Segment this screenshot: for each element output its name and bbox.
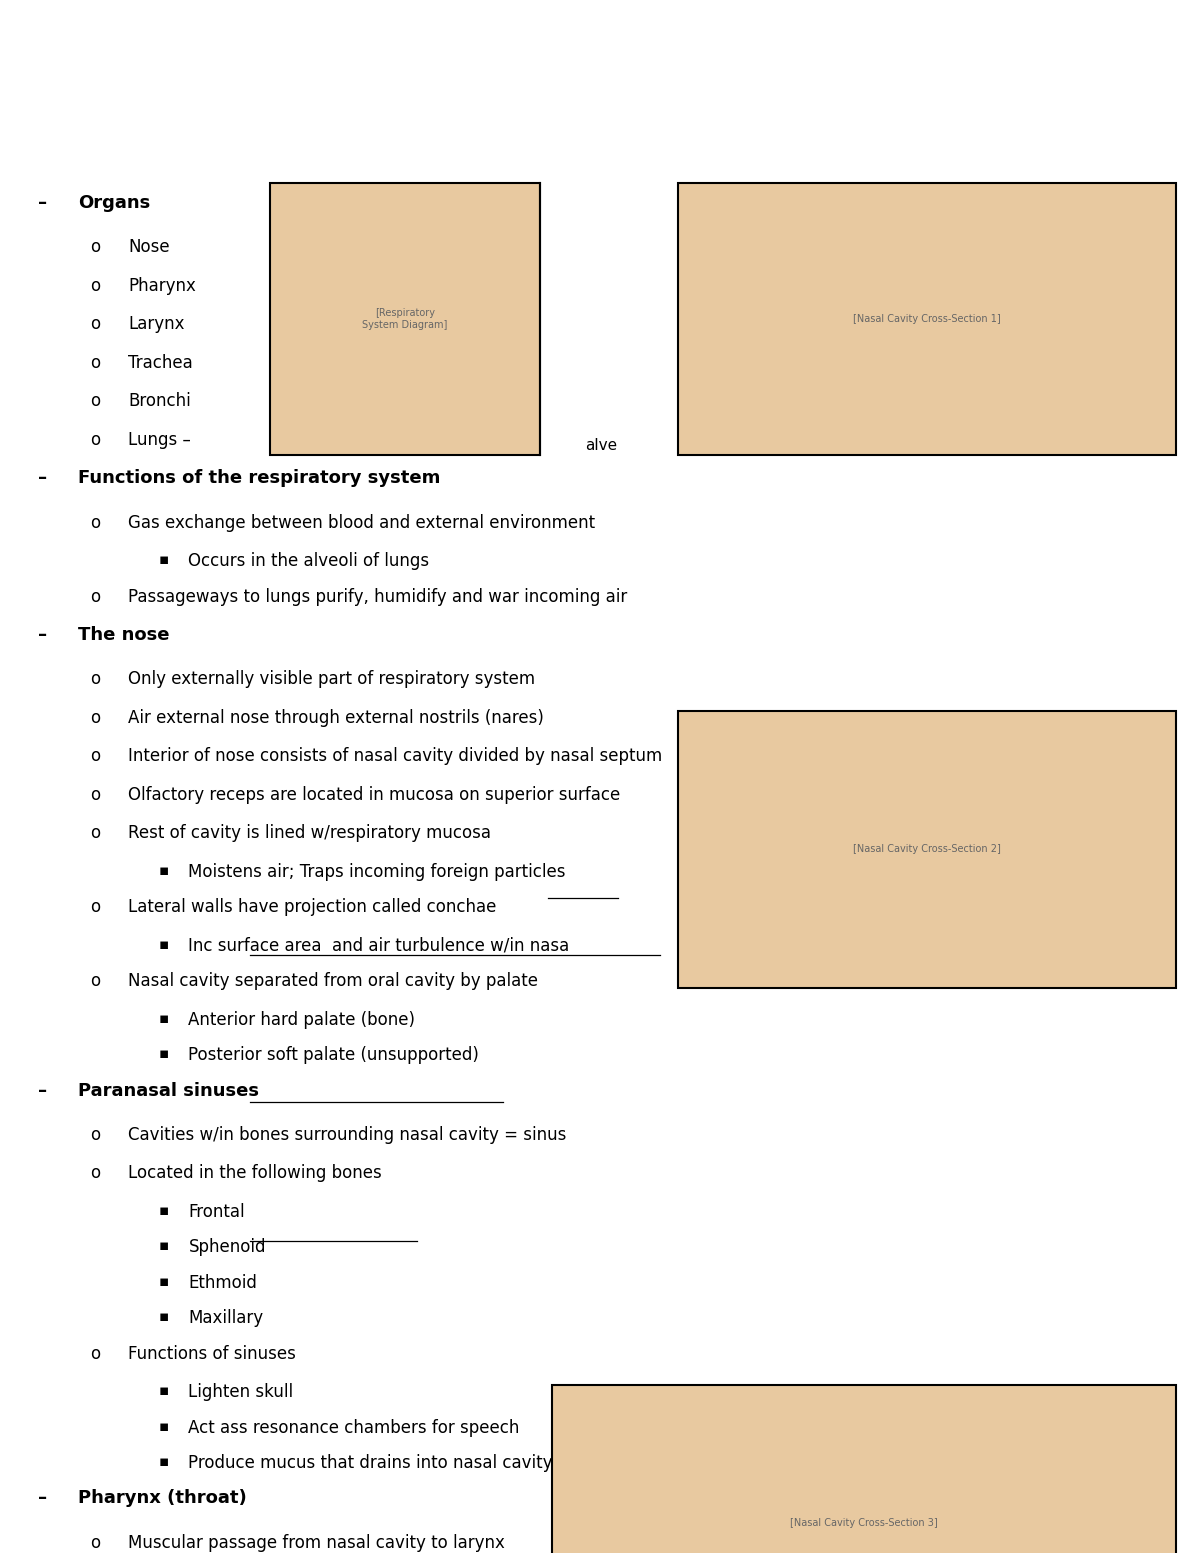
Bar	[552, 1385, 1176, 1553]
Text: Produce mucus that drains into nasal cavity: Produce mucus that drains into nasal cav…	[188, 1454, 553, 1472]
Text: Functions of the respiratory system: Functions of the respiratory system	[78, 469, 440, 488]
Text: Occurs in the alveoli of lungs: Occurs in the alveoli of lungs	[188, 553, 430, 570]
Text: Functions of sinuses: Functions of sinuses	[128, 1345, 296, 1362]
Text: ▪: ▪	[158, 1418, 169, 1433]
Text: Lateral walls have projection called conchae: Lateral walls have projection called con…	[128, 899, 497, 916]
Text: ▪: ▪	[158, 1454, 169, 1469]
Text: Inc surface area  and air turbulence w/in nasa: Inc surface area and air turbulence w/in…	[188, 936, 570, 955]
Text: o: o	[90, 1534, 100, 1551]
Text: Frontal: Frontal	[188, 1204, 245, 1221]
Text: o: o	[90, 393, 100, 410]
Text: o: o	[90, 432, 100, 449]
Text: alve: alve	[586, 438, 618, 453]
Text: Passageways to lungs purify, humidify and war incoming air: Passageways to lungs purify, humidify an…	[128, 587, 628, 606]
Text: Trachea: Trachea	[128, 354, 193, 371]
Text: ▪: ▪	[158, 936, 169, 952]
Text: The nose: The nose	[78, 626, 169, 644]
Text: Moistens air; Traps incoming foreign particles: Moistens air; Traps incoming foreign par…	[188, 863, 566, 881]
Text: –: –	[38, 469, 48, 488]
Text: o: o	[90, 1165, 100, 1182]
Text: Located in the following bones: Located in the following bones	[128, 1165, 382, 1182]
Text: o: o	[90, 514, 100, 531]
Text: Sphenoid: Sphenoid	[188, 1238, 266, 1256]
Text: Anterior hard palate (bone): Anterior hard palate (bone)	[188, 1011, 415, 1028]
Text: Nose: Nose	[128, 238, 170, 256]
Text: Lateral walls have projection called conchae: Lateral walls have projection called con…	[128, 899, 497, 916]
Text: ▪: ▪	[158, 1309, 169, 1325]
Text: [Nasal Cavity Cross-Section 3]: [Nasal Cavity Cross-Section 3]	[790, 1519, 938, 1528]
Text: –: –	[38, 1082, 48, 1100]
Text: o: o	[90, 276, 100, 295]
Text: o: o	[90, 972, 100, 991]
Text: Cavities w/in bones surrounding nasal cavity = sinus: Cavities w/in bones surrounding nasal ca…	[128, 1126, 566, 1145]
Text: ▪: ▪	[158, 863, 169, 877]
Text: [Nasal Cavity Cross-Section 1]: [Nasal Cavity Cross-Section 1]	[853, 314, 1001, 325]
Bar	[678, 711, 1176, 988]
Text: Olfactory receps are located in mucosa on superior surface: Olfactory receps are located in mucosa o…	[128, 786, 620, 804]
Text: o: o	[90, 786, 100, 804]
Text: Lateral walls have projection called: Lateral walls have projection called	[128, 899, 427, 916]
Text: o: o	[90, 825, 100, 842]
Text: o: o	[90, 1126, 100, 1145]
Text: ▪: ▪	[158, 1047, 169, 1061]
Text: o: o	[90, 1345, 100, 1362]
Text: o: o	[90, 899, 100, 916]
Text: Rest of cavity is lined w/respiratory mucosa: Rest of cavity is lined w/respiratory mu…	[128, 825, 492, 842]
Text: Gas exchange between blood and external environment: Gas exchange between blood and external …	[128, 514, 595, 531]
Text: –: –	[38, 1489, 48, 1508]
Text: Muscular passage from nasal cavity to larynx: Muscular passage from nasal cavity to la…	[128, 1534, 505, 1551]
Text: Pharynx: Pharynx	[128, 276, 197, 295]
Text: o: o	[90, 587, 100, 606]
Bar	[678, 183, 1176, 455]
Text: o: o	[90, 671, 100, 688]
Text: ▪: ▪	[158, 1273, 169, 1289]
Text: ▪: ▪	[158, 1204, 169, 1218]
Text: ▪: ▪	[158, 1384, 169, 1398]
Text: Larynx: Larynx	[128, 315, 185, 334]
Text: [Respiratory
System Diagram]: [Respiratory System Diagram]	[362, 309, 448, 329]
Text: o: o	[90, 747, 100, 766]
Text: Bronchi: Bronchi	[128, 393, 191, 410]
Text: Nasal cavity separated from oral cavity by palate: Nasal cavity separated from oral cavity …	[128, 972, 539, 991]
Text: Paranasal sinuses: Paranasal sinuses	[78, 1082, 259, 1100]
Text: –: –	[38, 626, 48, 644]
Text: Organs: Organs	[78, 194, 150, 213]
Text: Lungs –: Lungs –	[128, 432, 191, 449]
Text: Only externally visible part of respiratory system: Only externally visible part of respirat…	[128, 671, 535, 688]
Text: ▪: ▪	[158, 1011, 169, 1027]
Text: ▪: ▪	[158, 1238, 169, 1253]
Text: [Nasal Cavity Cross-Section 2]: [Nasal Cavity Cross-Section 2]	[853, 845, 1001, 854]
Text: ▪: ▪	[158, 553, 169, 567]
Text: Air external nose through external nostrils (nares): Air external nose through external nostr…	[128, 710, 545, 727]
Text: Act ass resonance chambers for speech: Act ass resonance chambers for speech	[188, 1418, 520, 1437]
Text: Lighten skull: Lighten skull	[188, 1384, 294, 1401]
Text: o: o	[90, 315, 100, 334]
Text: Pharynx (throat): Pharynx (throat)	[78, 1489, 247, 1508]
Bar	[270, 183, 540, 455]
Text: Maxillary: Maxillary	[188, 1309, 264, 1328]
Text: Interior of nose consists of nasal cavity divided by nasal septum: Interior of nose consists of nasal cavit…	[128, 747, 662, 766]
Text: o: o	[90, 354, 100, 371]
Text: o: o	[90, 710, 100, 727]
Text: Ethmoid: Ethmoid	[188, 1273, 257, 1292]
Text: Posterior soft palate (unsupported): Posterior soft palate (unsupported)	[188, 1047, 479, 1064]
Text: o: o	[90, 238, 100, 256]
Text: –: –	[38, 194, 48, 213]
